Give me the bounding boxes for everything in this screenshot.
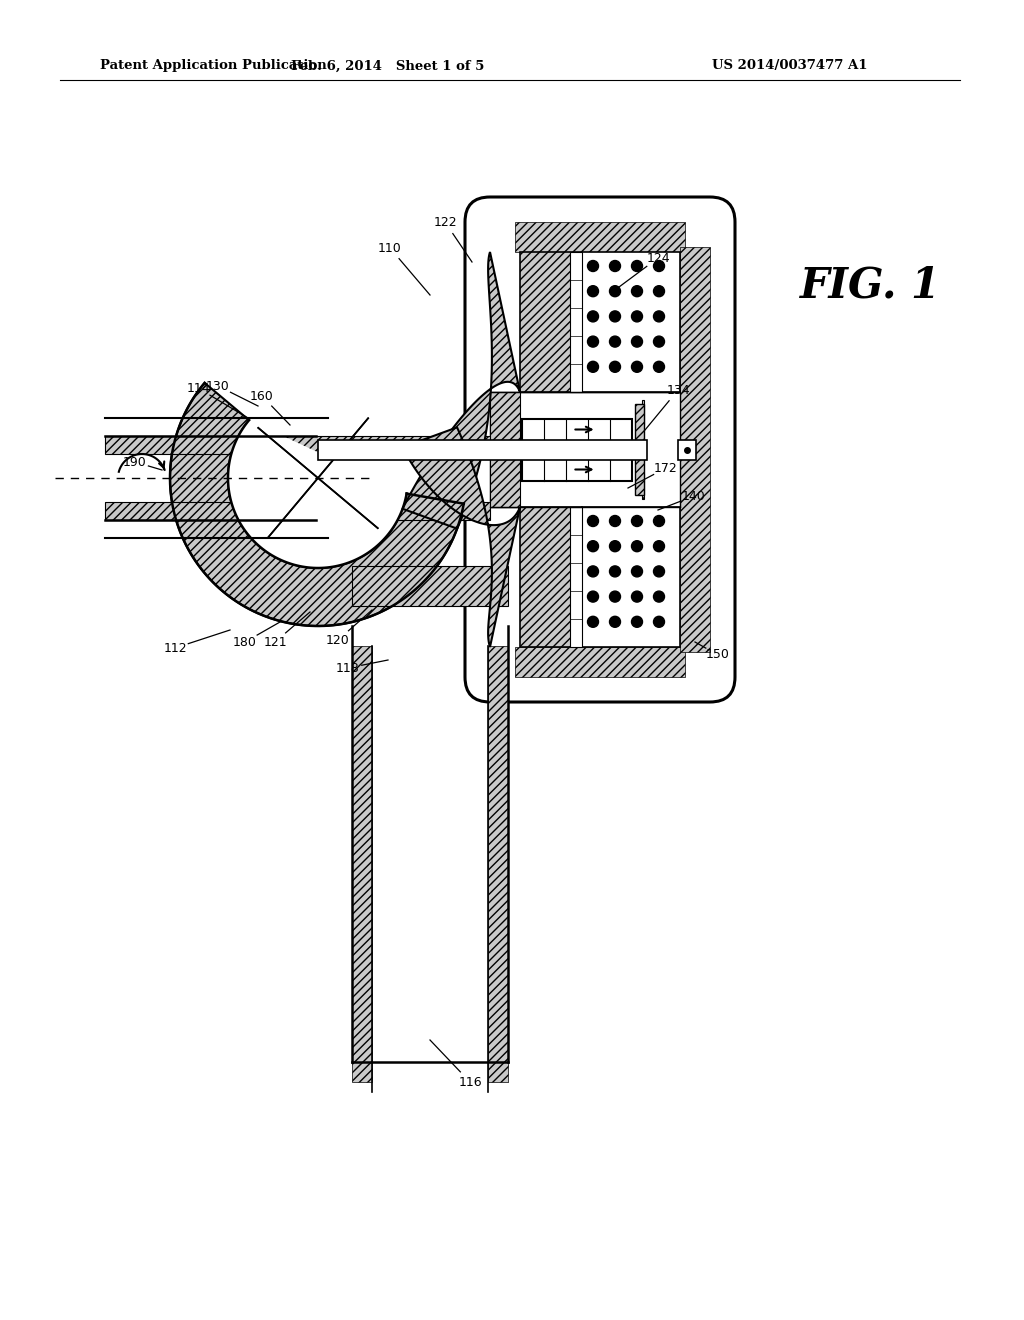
Circle shape [609, 541, 621, 552]
Circle shape [653, 591, 665, 602]
Text: 124: 124 [646, 252, 670, 264]
Bar [520, 507, 582, 647]
Bar [520, 252, 582, 392]
Bar [570, 252, 582, 392]
Polygon shape [402, 428, 520, 647]
Circle shape [588, 616, 598, 627]
Polygon shape [402, 252, 520, 528]
Circle shape [632, 566, 642, 577]
Bar [105, 502, 490, 520]
Circle shape [653, 516, 665, 527]
Bar [490, 392, 680, 507]
Circle shape [632, 312, 642, 322]
Circle shape [588, 312, 598, 322]
Text: 110: 110 [378, 242, 401, 255]
Bar [352, 645, 372, 1082]
Bar [582, 507, 680, 647]
Bar [488, 645, 508, 1082]
Text: US 2014/0037477 A1: US 2014/0037477 A1 [713, 59, 867, 73]
Circle shape [609, 591, 621, 602]
Bar [680, 247, 710, 652]
Text: 150: 150 [707, 648, 730, 661]
Circle shape [653, 260, 665, 272]
Circle shape [588, 260, 598, 272]
Polygon shape [228, 420, 407, 568]
Text: 130: 130 [206, 380, 229, 392]
Circle shape [588, 541, 598, 552]
Text: Patent Application Publication: Patent Application Publication [100, 59, 327, 73]
Text: 172: 172 [654, 462, 678, 474]
Circle shape [609, 285, 621, 297]
Text: 190: 190 [123, 455, 146, 469]
Circle shape [653, 566, 665, 577]
Bar [642, 474, 644, 499]
Circle shape [632, 616, 642, 627]
Circle shape [609, 312, 621, 322]
Circle shape [632, 516, 642, 527]
Bar [642, 400, 644, 425]
Circle shape [609, 260, 621, 272]
Circle shape [632, 260, 642, 272]
Text: 140: 140 [682, 490, 706, 503]
Bar [570, 507, 582, 647]
Circle shape [632, 362, 642, 372]
Circle shape [632, 591, 642, 602]
Bar [522, 458, 632, 480]
Circle shape [653, 312, 665, 322]
Text: 180: 180 [233, 635, 257, 648]
Circle shape [609, 516, 621, 527]
Circle shape [653, 285, 665, 297]
Circle shape [588, 566, 598, 577]
Text: 134: 134 [667, 384, 690, 396]
FancyBboxPatch shape [465, 197, 735, 702]
Circle shape [653, 337, 665, 347]
Text: FIG. 1: FIG. 1 [800, 264, 940, 306]
Circle shape [609, 566, 621, 577]
Text: 112: 112 [163, 642, 186, 655]
Text: Feb. 6, 2014   Sheet 1 of 5: Feb. 6, 2014 Sheet 1 of 5 [291, 59, 484, 73]
Bar [515, 222, 685, 252]
Bar [352, 566, 508, 606]
Bar [490, 392, 520, 507]
Text: 116: 116 [458, 1076, 482, 1089]
Circle shape [653, 362, 665, 372]
Circle shape [588, 285, 598, 297]
Polygon shape [170, 383, 464, 626]
Bar [105, 436, 490, 454]
Circle shape [588, 337, 598, 347]
Bar [318, 440, 647, 459]
Bar [522, 418, 632, 441]
Circle shape [632, 541, 642, 552]
Circle shape [632, 285, 642, 297]
Circle shape [588, 362, 598, 372]
Bar [678, 440, 696, 459]
Bar [515, 647, 685, 677]
Circle shape [632, 337, 642, 347]
Circle shape [609, 337, 621, 347]
Text: 118: 118 [336, 661, 359, 675]
Circle shape [588, 591, 598, 602]
Circle shape [609, 616, 621, 627]
Bar [635, 404, 644, 495]
Bar [582, 252, 680, 392]
Circle shape [653, 541, 665, 552]
Circle shape [653, 616, 665, 627]
Text: 122: 122 [433, 215, 457, 228]
Circle shape [609, 362, 621, 372]
Text: 160: 160 [250, 389, 273, 403]
Circle shape [588, 516, 598, 527]
Text: 120: 120 [326, 634, 350, 647]
Text: 114: 114 [186, 381, 210, 395]
Text: 121: 121 [263, 635, 287, 648]
